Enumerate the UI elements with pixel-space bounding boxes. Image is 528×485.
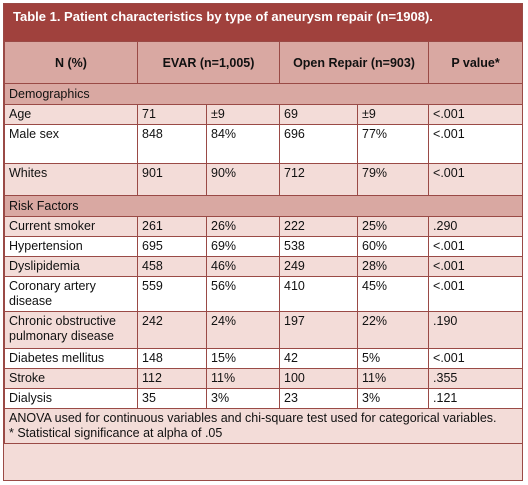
evar-percent: 15%: [205, 348, 281, 369]
open-count: 42: [279, 348, 359, 369]
open-percent: 77%: [357, 124, 430, 164]
section-heading: Risk Factors: [4, 195, 522, 217]
evar-percent: 69%: [205, 236, 281, 257]
evar-count: 112: [137, 368, 207, 389]
evar-percent: 24%: [205, 311, 281, 349]
table-row: Male sex 848 84% 696 77% <.001: [4, 124, 522, 164]
open-count: 712: [279, 163, 359, 196]
evar-count: 848: [137, 124, 207, 164]
row-label: Coronary artery disease: [4, 276, 138, 312]
table-row: Coronary artery disease 559 56% 410 45% <.001: [4, 276, 522, 312]
footnotes: ANOVA used for continuous variables and …: [4, 408, 522, 444]
patient-characteristics-table: N (%) EVAR (n=1,005) Open Repair (n=903)…: [4, 41, 522, 444]
row-label: Dyslipidemia: [4, 256, 138, 277]
table-title: Table 1. Patient characteristics by type…: [4, 4, 522, 41]
row-label: Current smoker: [4, 216, 138, 237]
p-value: .290: [428, 216, 522, 237]
open-count: 249: [279, 256, 359, 277]
row-label: Age: [4, 104, 138, 125]
evar-percent: 90%: [205, 163, 281, 196]
open-count: 410: [279, 276, 359, 312]
open-percent: 5%: [357, 348, 430, 369]
evar-count: 242: [137, 311, 207, 349]
p-value: <.001: [428, 256, 522, 277]
p-value: .121: [428, 388, 522, 409]
open-percent: 45%: [357, 276, 430, 312]
table-row: Whites 901 90% 712 79% <.001: [4, 163, 522, 196]
table-row: Dyslipidemia 458 46% 249 28% <.001: [4, 256, 522, 277]
evar-percent: 3%: [205, 388, 281, 409]
evar-count: 71: [137, 104, 207, 125]
evar-count: 901: [137, 163, 207, 196]
header-n-percent: N (%): [4, 41, 138, 84]
evar-percent: 56%: [205, 276, 281, 312]
open-percent: 22%: [357, 311, 430, 349]
header-p-value: P value*: [428, 41, 522, 84]
table-row: Hypertension 695 69% 538 60% <.001: [4, 236, 522, 257]
p-value: <.001: [428, 236, 522, 257]
open-count: 69: [279, 104, 359, 125]
row-label: Chronic obstructive pulmonary disease: [4, 311, 138, 349]
open-percent: 60%: [357, 236, 430, 257]
evar-count: 261: [137, 216, 207, 237]
p-value: <.001: [428, 104, 522, 125]
header-row: N (%) EVAR (n=1,005) Open Repair (n=903)…: [4, 41, 522, 84]
footnote-row: ANOVA used for continuous variables and …: [4, 408, 522, 444]
open-percent: ±9: [357, 104, 430, 125]
table-figure: Table 1. Patient characteristics by type…: [3, 3, 523, 481]
row-label: Diabetes mellitus: [4, 348, 138, 369]
section-heading: Demographics: [4, 83, 522, 105]
open-percent: 28%: [357, 256, 430, 277]
evar-percent: 11%: [205, 368, 281, 389]
row-label: Male sex: [4, 124, 138, 164]
evar-count: 458: [137, 256, 207, 277]
evar-percent: ±9: [205, 104, 281, 125]
row-label: Whites: [4, 163, 138, 196]
open-count: 197: [279, 311, 359, 349]
open-count: 696: [279, 124, 359, 164]
open-percent: 3%: [357, 388, 430, 409]
p-value: .190: [428, 311, 522, 349]
row-label: Hypertension: [4, 236, 138, 257]
header-evar: EVAR (n=1,005): [136, 41, 281, 84]
open-count: 222: [279, 216, 359, 237]
open-count: 23: [279, 388, 359, 409]
row-label: Stroke: [4, 368, 138, 389]
evar-percent: 26%: [205, 216, 281, 237]
open-count: 100: [279, 368, 359, 389]
footnote-significance: * Statistical significance at alpha of .…: [9, 426, 223, 440]
evar-count: 148: [137, 348, 207, 369]
evar-percent: 84%: [205, 124, 281, 164]
table-row: Current smoker 261 26% 222 25% .290: [4, 216, 522, 237]
evar-count: 559: [137, 276, 207, 312]
p-value: <.001: [428, 348, 522, 369]
p-value: <.001: [428, 124, 522, 164]
footnote-anova: ANOVA used for continuous variables and …: [9, 411, 497, 425]
p-value: <.001: [428, 163, 522, 196]
open-percent: 25%: [357, 216, 430, 237]
evar-count: 695: [137, 236, 207, 257]
table-row: Dialysis 35 3% 23 3% .121: [4, 388, 522, 409]
p-value: <.001: [428, 276, 522, 312]
table-row: Age 71 ±9 69 ±9 <.001: [4, 104, 522, 125]
open-percent: 79%: [357, 163, 430, 196]
evar-percent: 46%: [205, 256, 281, 277]
section-row: Demographics: [4, 83, 522, 105]
table-row: Chronic obstructive pulmonary disease 242…: [4, 311, 522, 349]
header-open-repair: Open Repair (n=903): [279, 41, 430, 84]
open-percent: 11%: [357, 368, 430, 389]
p-value: .355: [428, 368, 522, 389]
section-row: Risk Factors: [4, 195, 522, 217]
evar-count: 35: [137, 388, 207, 409]
table-row: Stroke 112 11% 100 11% .355: [4, 368, 522, 389]
row-label: Dialysis: [4, 388, 138, 409]
open-count: 538: [279, 236, 359, 257]
table-row: Diabetes mellitus 148 15% 42 5% <.001: [4, 348, 522, 369]
